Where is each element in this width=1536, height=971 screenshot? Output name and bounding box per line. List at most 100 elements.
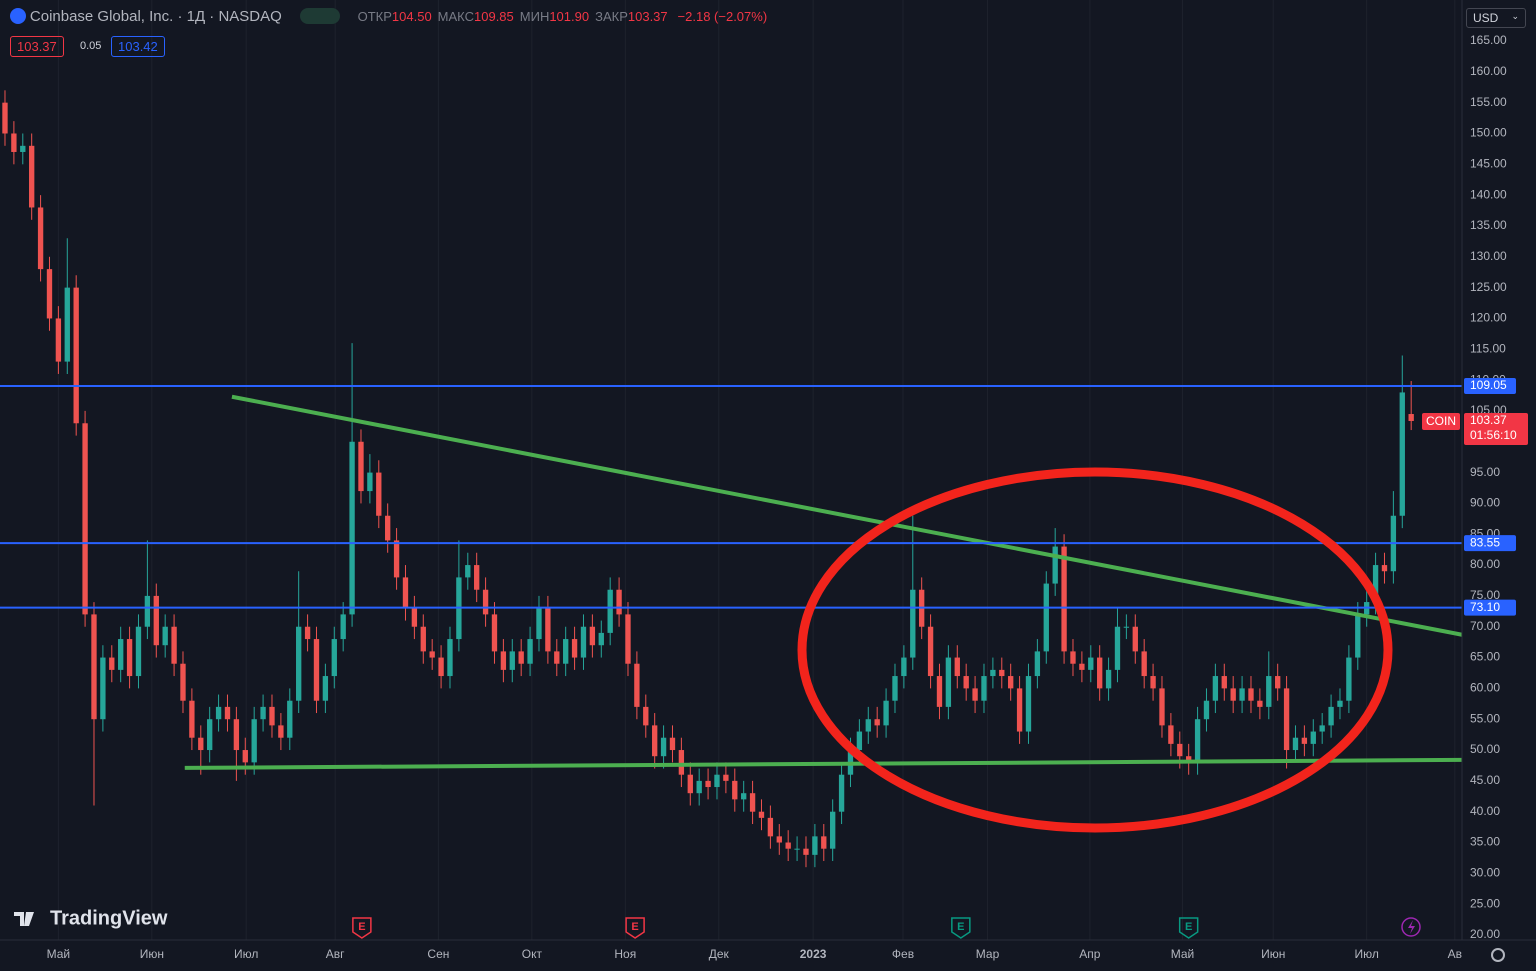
candle-body [37,207,44,270]
y-tick-label: 25.00 [1470,896,1500,910]
x-tick-label: Май [47,947,71,961]
candle-body [669,737,676,751]
candle-body [732,780,738,800]
level-label: 109.05 [1470,378,1507,392]
level-tag [1464,535,1516,552]
dividend-icon [1401,917,1421,937]
ohlc-value: 103.37 [627,9,668,24]
candle-body [776,836,782,843]
symbol-title[interactable]: Coinbase Global, Inc. · 1Д · NASDAQ [29,8,282,25]
candle-body [1052,546,1058,584]
candle-body [527,639,533,664]
caret: ⌄ [1511,11,1519,21]
axes: 20.00 25.00 30.00 35.00 40.00 45.00 50.00 55.00… [47,33,1528,961]
candle-body [260,706,266,720]
event-label: E [957,921,964,933]
candle-body [109,657,115,670]
ohlc: ОТКР104.50 МАКС109.85 МИН101.90 ЗАКР103.37 [358,8,674,24]
candle-body [509,651,515,670]
x-tick-label: Авг [326,947,345,961]
ask[interactable]: 103.42 [111,36,165,57]
candle-body [1301,737,1308,744]
trendline [184,757,1463,770]
y-tick-label: 65.00 [1470,650,1500,664]
candle-body [1079,663,1085,670]
candle-body [189,700,195,738]
candle-body [945,657,952,707]
candle-body [901,657,907,677]
candle-body [474,565,480,590]
candle-body [1025,676,1032,732]
level-label: 83.55 [1470,535,1500,549]
candle-body [741,793,747,800]
candle-body [910,589,916,658]
candle-body [1310,731,1316,744]
timer-label: 01:56:10 [1470,428,1517,442]
candle-body [491,614,498,652]
candle-body [1123,626,1130,628]
y-tick-label: 70.00 [1470,619,1500,633]
candle-body [411,608,418,627]
candle-body [794,848,800,850]
candle-body [46,269,53,319]
candle-body [1159,688,1165,726]
candle-body [1016,688,1023,732]
candle-body [1168,725,1174,744]
ohlc-label: МИН [519,9,550,24]
symbol-logo [10,8,26,24]
bid[interactable]: 103.37 [10,36,64,57]
y-tick-label: 115.00 [1470,341,1506,355]
candle-body [1328,706,1334,726]
candle-body [598,632,604,646]
candle-body [1043,583,1049,652]
level-label: 73.10 [1470,600,1500,614]
y-tick-label: 60.00 [1470,681,1500,695]
y-tick-label: 50.00 [1470,742,1500,756]
x-tick-label: Мар [976,947,1000,961]
candle-body [313,639,320,701]
candle-body [2,102,8,134]
candle-body [1150,676,1156,689]
status-pill[interactable] [299,8,340,24]
x-tick-label: Окт [522,947,543,961]
candle-body [981,676,987,701]
candle-body [1275,676,1281,689]
candle-body [100,657,106,720]
x-tick-label: Май [1171,947,1195,961]
y-tick-label: 55.00 [1470,711,1500,725]
candle-body [393,540,400,578]
event-label: E [358,921,365,933]
candle-body [278,725,284,738]
candle-body [625,614,631,664]
candle-body [1194,719,1201,763]
time-axis [0,940,1536,971]
candle-body [1230,688,1236,701]
candle-body [936,676,943,707]
candle-body [1355,614,1361,658]
candle-body [91,614,97,720]
candle-body [536,608,542,640]
candle-body [296,626,302,701]
candle-body [1408,414,1414,421]
lightning [1408,920,1415,934]
currency: USD [1473,11,1499,25]
candle-body [749,793,756,812]
candle-body [1034,651,1041,677]
candle-body [856,731,863,751]
candle-body [447,639,453,677]
candle-body [1177,743,1183,757]
candle-body [135,626,142,677]
trendline [231,394,1463,637]
candle-body [963,676,969,689]
currency-select[interactable]: USD ⌄ [1466,8,1526,28]
candle-body [171,626,177,664]
candle-body [1399,392,1405,516]
candle-body [118,639,124,670]
candle-body [999,669,1005,677]
candle-body [429,651,435,658]
x-tick-label: Июл [1354,947,1378,961]
settings-icon[interactable] [1491,948,1505,962]
y-tick-label: 135.00 [1470,218,1507,232]
candle-body [723,774,729,781]
